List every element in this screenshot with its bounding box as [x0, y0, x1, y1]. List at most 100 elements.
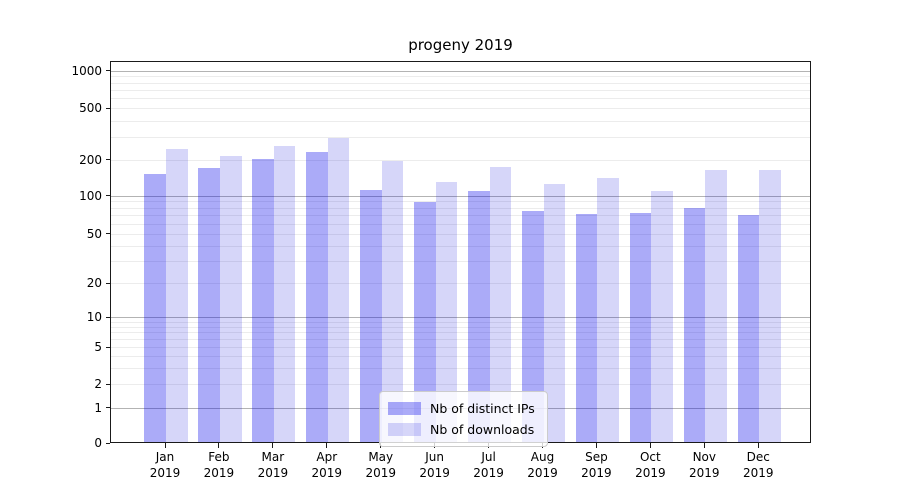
- gridline: [111, 76, 810, 78]
- y-tick-label-100: 100: [79, 188, 102, 203]
- bar-distinct-ips-aug: [521, 211, 544, 442]
- bar-downloads-aug: [543, 184, 566, 442]
- x-tick-mark: [703, 443, 705, 448]
- bar-distinct-ips-sep: [575, 214, 598, 442]
- gridline: [111, 332, 810, 334]
- gridline: [111, 347, 810, 348]
- bar-downloads-feb: [219, 155, 242, 442]
- gridline: [111, 98, 810, 100]
- gridline: [111, 82, 810, 84]
- bar-downloads-sep: [597, 177, 620, 442]
- y-tick-mark: [106, 442, 110, 444]
- y-tick-label-0: 0: [94, 436, 102, 450]
- gridline: [111, 70, 810, 72]
- bar-downloads-jan: [166, 148, 188, 442]
- y-tick-label-1: 1: [94, 400, 102, 415]
- bar-distinct-ips-dec: [737, 214, 760, 442]
- legend: Nb of distinct IPs Nb of downloads: [379, 391, 548, 447]
- plot-area: Nb of distinct IPs Nb of downloads: [110, 61, 811, 447]
- y-tick-mark: [106, 70, 110, 72]
- gridline: [111, 339, 810, 341]
- legend-swatch-downloads: [388, 423, 421, 436]
- gridline: [111, 233, 810, 235]
- x-tick-mark: [218, 443, 220, 448]
- gridline: [111, 207, 810, 209]
- gridline: [111, 223, 810, 225]
- y-tick-label-20: 20: [86, 276, 102, 290]
- y-tick-mark: [106, 233, 110, 234]
- y-tick-mark: [106, 195, 110, 197]
- gridline: [111, 159, 810, 161]
- y-tick-label-1000: 1000: [71, 63, 102, 78]
- x-tick-label-jul: Jul 2019: [473, 450, 504, 480]
- bar-distinct-ips-apr: [306, 151, 328, 442]
- bar-distinct-ips-nov: [683, 207, 706, 442]
- bar-downloads-mar: [273, 145, 296, 442]
- x-tick-label-dec: Dec 2019: [742, 450, 774, 480]
- y-tick-mark: [106, 383, 110, 385]
- y-tick-mark: [106, 316, 110, 318]
- bar-distinct-ips-jan: [144, 173, 166, 442]
- gridline: [111, 261, 810, 263]
- x-tick-label-sep: Sep 2019: [581, 450, 612, 480]
- y-tick-label-2: 2: [94, 377, 102, 391]
- legend-swatch-distinct-ips: [388, 402, 421, 415]
- gridline: [111, 356, 810, 357]
- y-tick-label-50: 50: [86, 226, 102, 241]
- gridline: [111, 245, 810, 247]
- x-tick-mark: [272, 443, 274, 448]
- x-tick-label-jun: Jun 2019: [419, 450, 450, 480]
- bar-downloads-oct: [651, 190, 673, 442]
- y-tick-mark: [106, 159, 110, 160]
- x-tick-mark: [164, 443, 166, 448]
- y-tick-label-10: 10: [86, 310, 102, 324]
- gridline: [111, 136, 810, 138]
- bar-downloads-may: [381, 160, 404, 442]
- bar-distinct-ips-jun: [414, 201, 436, 442]
- y-tick-label-200: 200: [79, 152, 102, 167]
- x-tick-label-aug: Aug 2019: [527, 450, 558, 480]
- gridline: [111, 317, 810, 318]
- y-tick-mark: [106, 407, 110, 409]
- x-tick-label-jan: Jan 2019: [149, 450, 181, 480]
- x-tick-mark: [649, 443, 651, 448]
- bar-distinct-ips-mar: [252, 158, 274, 442]
- gridline: [111, 108, 810, 110]
- bar-downloads-jul: [489, 167, 512, 442]
- x-tick-label-oct: Oct 2019: [635, 450, 666, 480]
- x-tick-label-feb: Feb 2019: [203, 450, 235, 480]
- gridline: [111, 321, 810, 323]
- bar-downloads-dec: [759, 169, 781, 442]
- legend-row-distinct-ips: Nb of distinct IPs: [388, 398, 538, 419]
- x-tick-mark: [326, 443, 328, 448]
- bar-downloads-jun: [435, 181, 458, 442]
- x-tick-label-mar: Mar 2019: [257, 450, 289, 480]
- gridline: [111, 367, 810, 369]
- x-tick-label-apr: Apr 2019: [311, 450, 343, 480]
- bar-distinct-ips-may: [360, 189, 382, 442]
- x-tick-mark: [595, 443, 597, 448]
- y-tick-label-5: 5: [94, 340, 102, 354]
- gridline: [111, 120, 810, 122]
- legend-row-downloads: Nb of downloads: [388, 419, 538, 440]
- bar-distinct-ips-oct: [629, 213, 652, 442]
- gridline: [111, 195, 810, 197]
- y-tick-mark: [106, 107, 110, 109]
- bar-downloads-apr: [327, 138, 350, 442]
- x-tick-label-may: May 2019: [365, 450, 396, 480]
- y-tick-mark: [106, 346, 110, 348]
- y-tick-label-500: 500: [79, 101, 102, 116]
- bar-downloads-nov: [705, 169, 727, 442]
- bar-distinct-ips-feb: [198, 167, 220, 442]
- x-tick-mark: [757, 443, 759, 448]
- legend-label-downloads: Nb of downloads: [430, 422, 535, 437]
- gridline: [111, 326, 810, 328]
- gridline: [111, 283, 810, 284]
- y-tick-mark: [106, 282, 110, 284]
- chart-title: progeny 2019: [408, 36, 513, 54]
- x-tick-label-nov: Nov 2019: [689, 450, 720, 480]
- gridline: [111, 384, 810, 385]
- gridline: [111, 90, 810, 92]
- bar-distinct-ips-jul: [467, 190, 490, 442]
